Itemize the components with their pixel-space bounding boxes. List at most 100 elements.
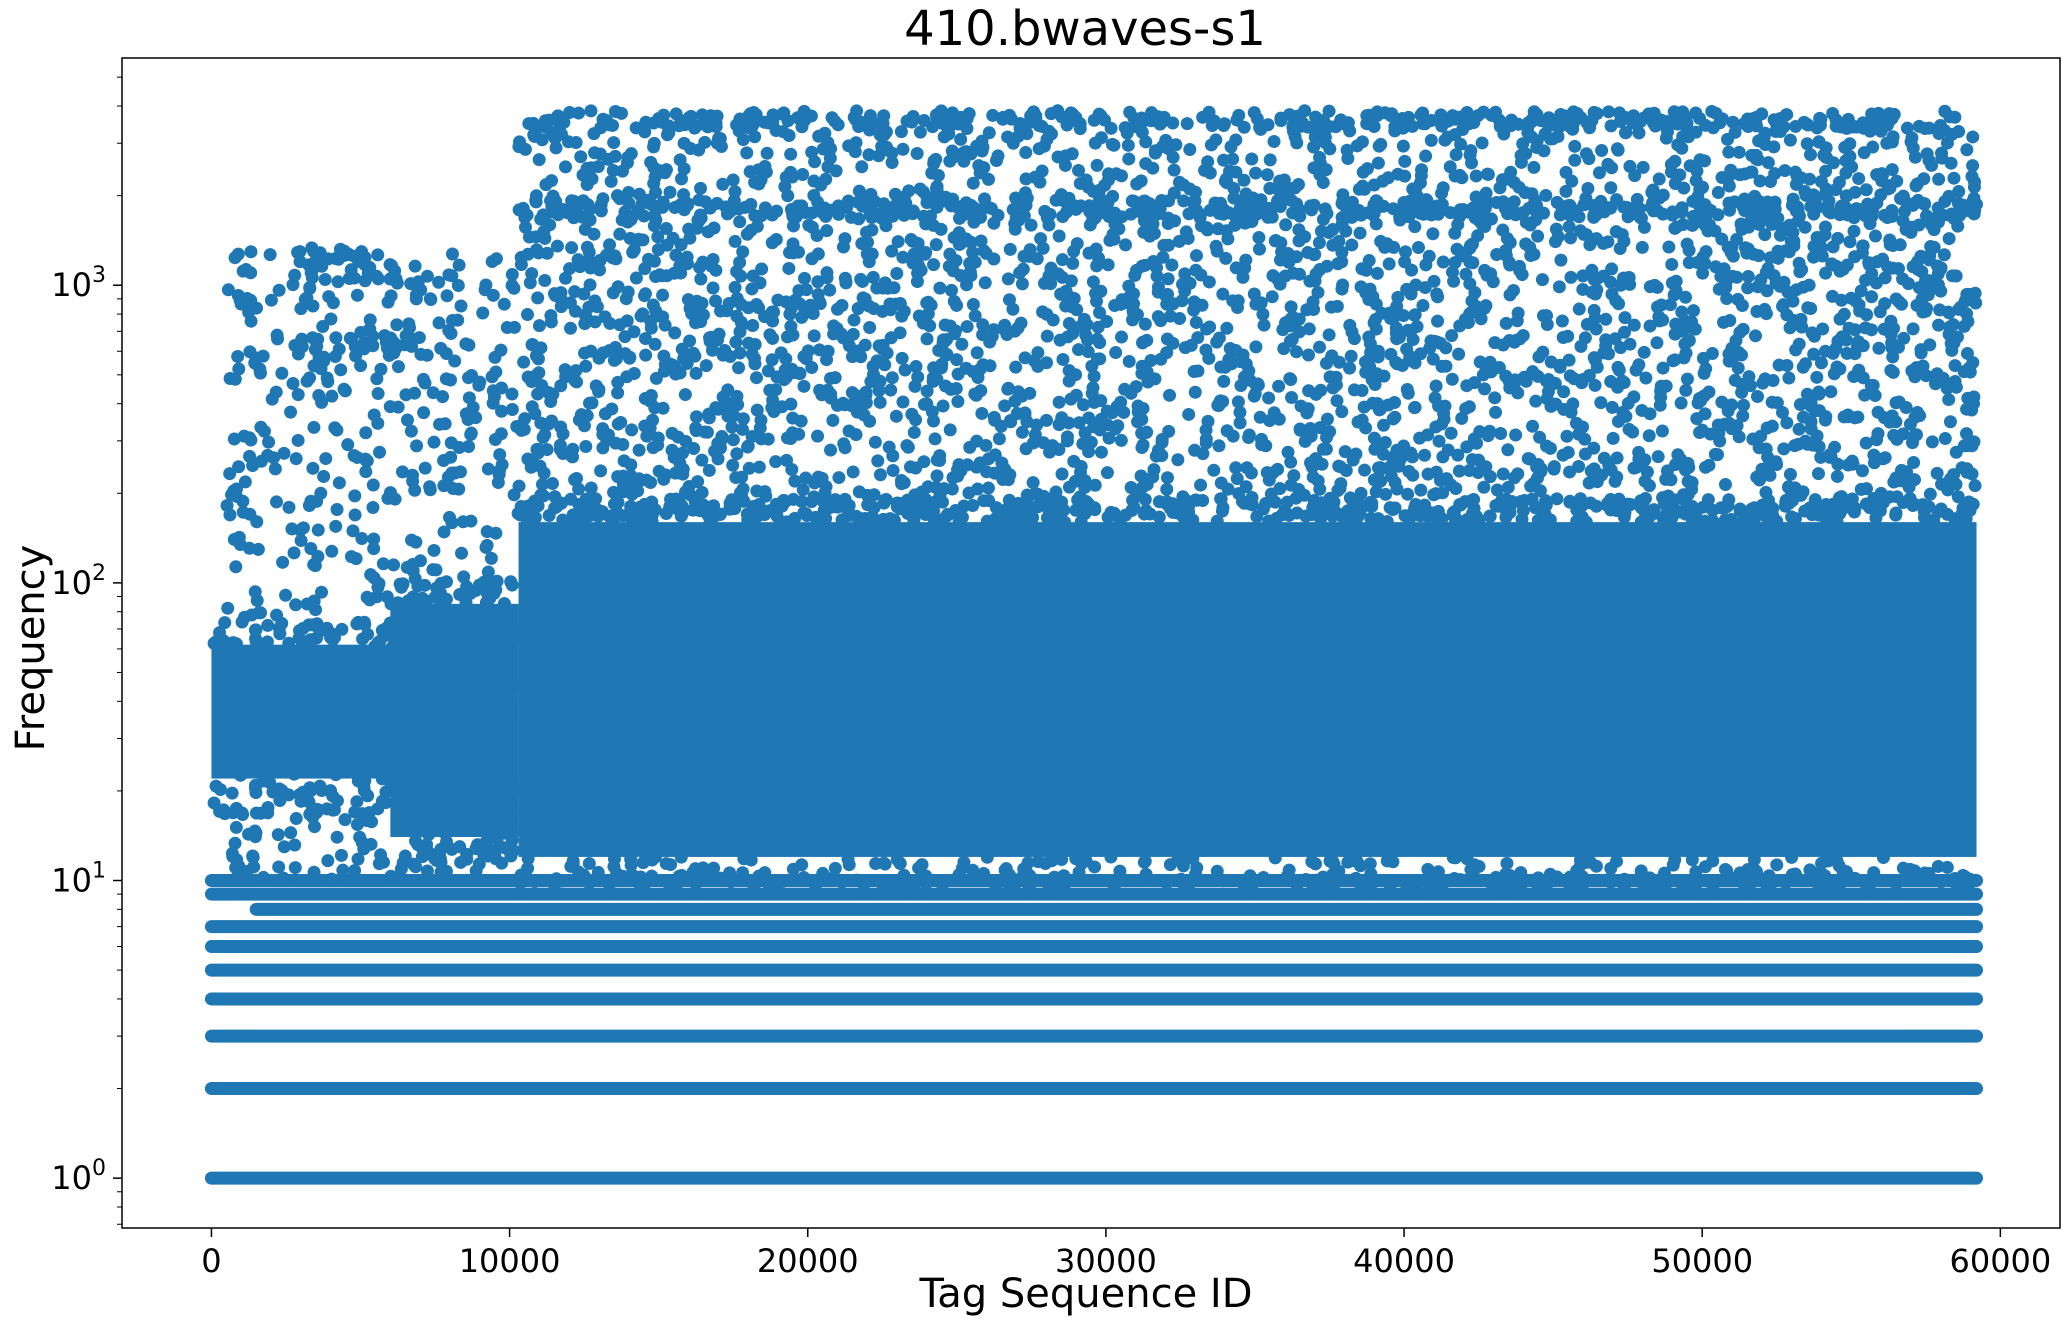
data-point [1943, 415, 1957, 429]
data-point [1787, 234, 1801, 248]
data-point [380, 673, 394, 687]
data-point [648, 337, 662, 351]
data-point [418, 578, 432, 592]
data-point [285, 743, 299, 757]
data-point [1292, 234, 1306, 248]
data-point [360, 710, 374, 724]
data-point [798, 271, 812, 285]
data-point [1055, 411, 1069, 425]
data-point [915, 858, 929, 872]
data-point [1022, 116, 1036, 130]
data-point [1755, 872, 1769, 886]
data-point [614, 106, 628, 120]
data-point [217, 803, 231, 817]
data-point [584, 104, 598, 118]
data-point [1086, 275, 1100, 289]
data-point [273, 627, 287, 641]
data-point [1399, 201, 1413, 215]
data-point [433, 848, 447, 862]
data-point [504, 849, 518, 863]
data-point [974, 234, 988, 248]
data-point [447, 640, 461, 654]
data-point [662, 126, 676, 140]
data-point [462, 371, 476, 385]
data-point [535, 133, 549, 147]
data-point [483, 645, 497, 659]
data-point [1435, 119, 1449, 133]
data-point [849, 873, 863, 887]
data-point [480, 608, 494, 622]
data-point [218, 616, 232, 630]
data-point [495, 856, 509, 870]
data-point [266, 765, 280, 779]
data-point [1801, 301, 1815, 315]
data-point [1343, 361, 1357, 375]
data-point [291, 433, 305, 447]
data-point [438, 417, 452, 431]
data-point [1664, 158, 1678, 172]
data-point [1060, 430, 1074, 444]
data-point [1798, 504, 1812, 518]
data-point [750, 403, 764, 417]
data-point [1420, 509, 1434, 523]
data-point [1383, 882, 1397, 896]
band-series-y3 [204, 1029, 1984, 1043]
data-point [949, 503, 963, 517]
data-point [486, 288, 500, 302]
data-point [1163, 858, 1177, 872]
data-point [962, 107, 976, 121]
data-point [1856, 371, 1870, 385]
data-point [1814, 356, 1828, 370]
data-point [608, 149, 622, 163]
data-point [946, 264, 960, 278]
data-point [1695, 215, 1709, 229]
data-point [336, 863, 350, 877]
band-y5 [204, 963, 1984, 977]
data-point [304, 494, 318, 508]
data-point [891, 235, 905, 249]
data-point [1802, 278, 1816, 292]
data-point [1107, 881, 1121, 895]
data-point [408, 259, 422, 273]
data-point [863, 123, 877, 137]
data-point [294, 534, 308, 548]
data-point [967, 215, 981, 229]
data-point [291, 347, 305, 361]
data-point [366, 500, 380, 514]
data-point [890, 853, 904, 867]
data-point [1490, 196, 1504, 210]
data-point [832, 207, 846, 221]
data-point [609, 486, 623, 500]
data-point [1932, 127, 1946, 141]
data-point [367, 542, 381, 556]
data-point [638, 419, 652, 433]
data-point [1527, 105, 1541, 119]
data-point [1690, 164, 1704, 178]
data-point [894, 125, 908, 139]
data-point [378, 697, 392, 711]
data-point [451, 679, 465, 693]
data-point [1615, 374, 1629, 388]
data-point [1605, 400, 1619, 414]
data-point [883, 297, 897, 311]
data-point [344, 550, 358, 564]
data-point [505, 268, 519, 282]
data-point [732, 361, 746, 375]
data-point [380, 744, 394, 758]
data-point [1502, 255, 1516, 269]
data-point [625, 423, 639, 437]
data-point [760, 146, 774, 160]
data-point [978, 192, 992, 206]
data-point [367, 532, 381, 546]
data-point [232, 460, 246, 474]
data-point [479, 278, 493, 292]
data-point [1642, 429, 1656, 443]
data-point [1681, 456, 1695, 470]
data-point [684, 109, 698, 123]
data-point [384, 869, 398, 883]
data-point [1424, 878, 1438, 892]
data-point [393, 789, 407, 803]
data-point [459, 648, 473, 662]
data-point [927, 513, 941, 527]
data-point [970, 346, 984, 360]
